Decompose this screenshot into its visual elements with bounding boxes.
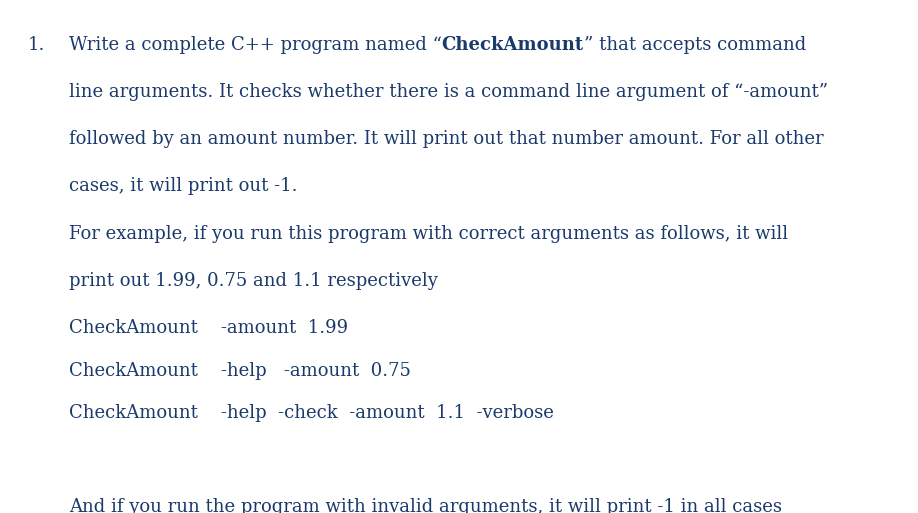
Text: CheckAmount    -help   -amount  0.75: CheckAmount -help -amount 0.75 <box>69 362 410 380</box>
Text: CheckAmount    -amount  1.99: CheckAmount -amount 1.99 <box>69 319 348 337</box>
Text: CheckAmount    -help  -check  -amount  1.1  -verbose: CheckAmount -help -check -amount 1.1 -ve… <box>69 404 554 422</box>
Text: line arguments. It checks whether there is a command line argument of “-amount”: line arguments. It checks whether there … <box>69 83 828 101</box>
Text: And if you run the program with invalid arguments, it will print -1 in all cases: And if you run the program with invalid … <box>69 498 782 513</box>
Text: cases, it will print out -1.: cases, it will print out -1. <box>69 177 297 195</box>
Text: ” that accepts command: ” that accepts command <box>584 36 806 54</box>
Text: For example, if you run this program with correct arguments as follows, it will: For example, if you run this program wit… <box>69 225 788 243</box>
Text: followed by an amount number. It will print out that number amount. For all othe: followed by an amount number. It will pr… <box>69 130 823 148</box>
Text: CheckAmount: CheckAmount <box>442 36 584 54</box>
Text: Write a complete C++ program named “: Write a complete C++ program named “ <box>69 36 442 54</box>
Text: print out 1.99, 0.75 and 1.1 respectively: print out 1.99, 0.75 and 1.1 respectivel… <box>69 272 438 290</box>
Text: 1.: 1. <box>28 36 45 54</box>
